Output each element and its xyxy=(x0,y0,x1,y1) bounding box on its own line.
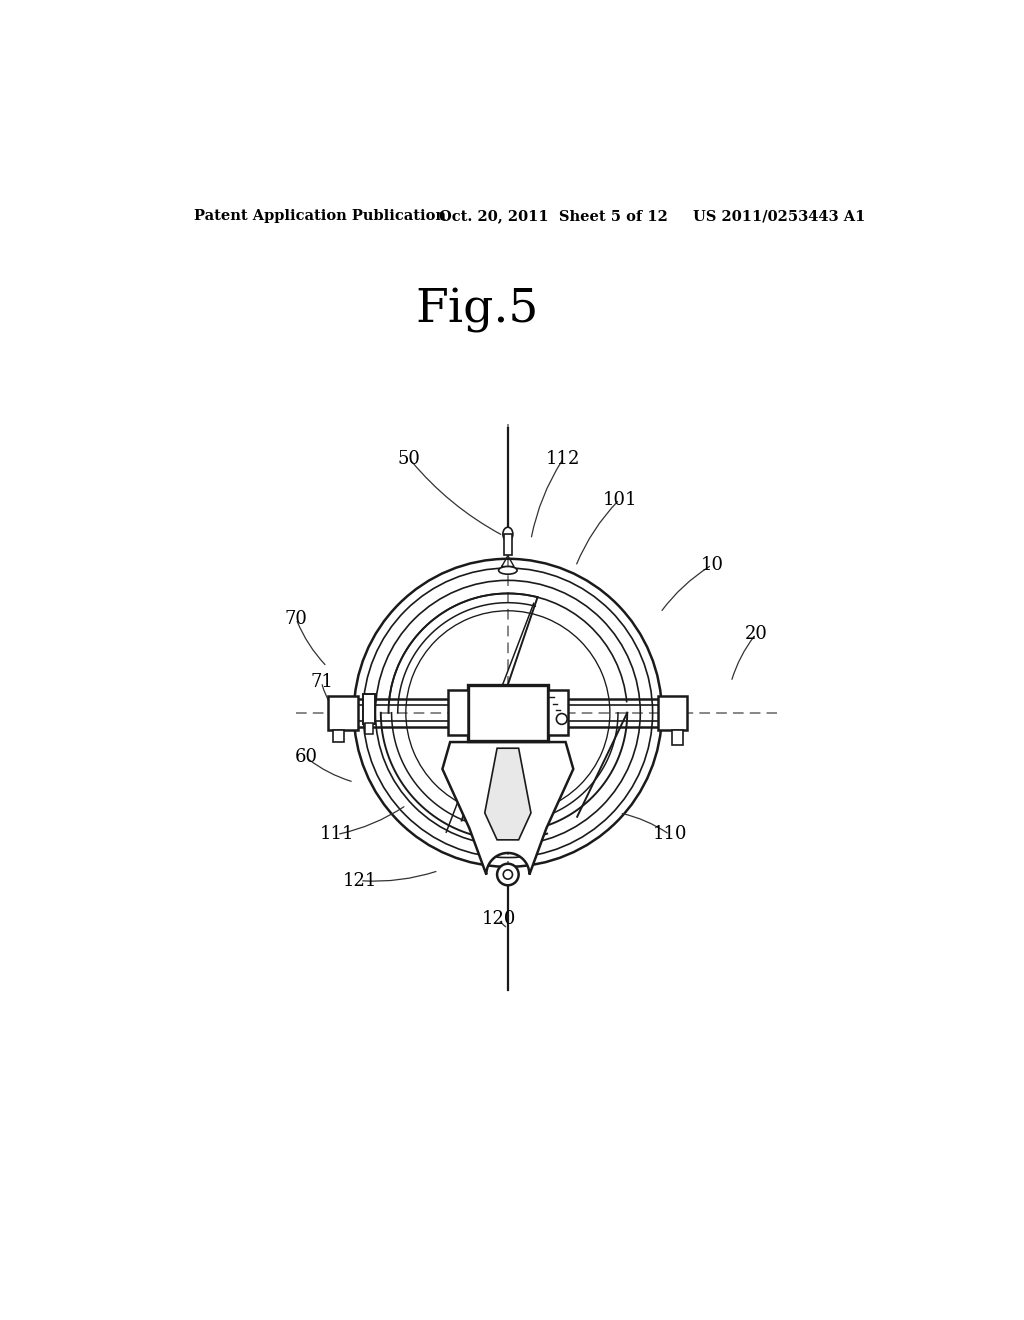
Text: 71: 71 xyxy=(310,673,333,690)
Polygon shape xyxy=(442,742,573,875)
Text: 111: 111 xyxy=(319,825,354,843)
FancyBboxPatch shape xyxy=(504,535,512,554)
FancyBboxPatch shape xyxy=(468,685,548,741)
Text: Patent Application Publication: Patent Application Publication xyxy=(194,209,445,223)
FancyBboxPatch shape xyxy=(548,690,568,735)
Text: 101: 101 xyxy=(602,491,637,508)
FancyBboxPatch shape xyxy=(333,730,344,742)
FancyBboxPatch shape xyxy=(658,696,687,730)
Text: 50: 50 xyxy=(398,450,421,467)
Text: 121: 121 xyxy=(343,871,377,890)
Text: 70: 70 xyxy=(285,610,307,628)
FancyBboxPatch shape xyxy=(364,693,376,725)
Circle shape xyxy=(497,863,518,886)
Text: Oct. 20, 2011  Sheet 5 of 12: Oct. 20, 2011 Sheet 5 of 12 xyxy=(438,209,668,223)
Ellipse shape xyxy=(503,527,513,541)
FancyBboxPatch shape xyxy=(672,730,683,744)
FancyBboxPatch shape xyxy=(447,690,468,735)
FancyBboxPatch shape xyxy=(366,723,373,734)
Ellipse shape xyxy=(499,566,517,574)
Text: 110: 110 xyxy=(652,825,687,843)
Text: 10: 10 xyxy=(700,556,723,574)
Text: US 2011/0253443 A1: US 2011/0253443 A1 xyxy=(692,209,865,223)
Text: 120: 120 xyxy=(481,911,516,928)
Polygon shape xyxy=(484,748,531,840)
Text: 20: 20 xyxy=(744,626,767,643)
Text: 112: 112 xyxy=(546,450,581,467)
Text: 60: 60 xyxy=(295,748,317,767)
Text: Fig.5: Fig.5 xyxy=(416,288,539,334)
FancyBboxPatch shape xyxy=(329,696,357,730)
